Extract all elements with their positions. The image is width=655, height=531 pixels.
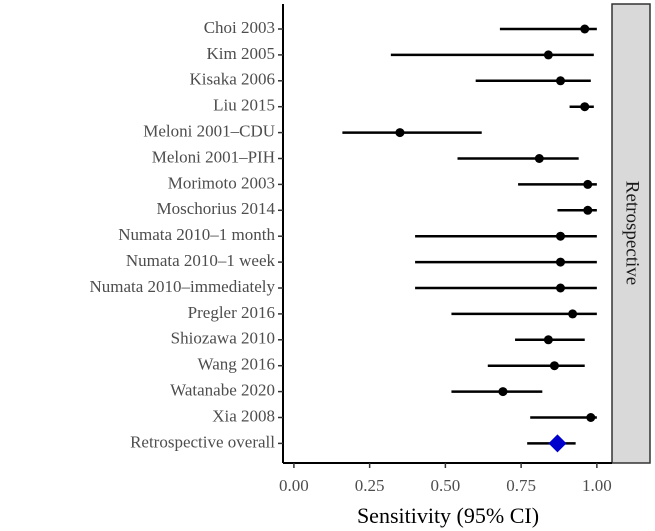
- point: [583, 205, 593, 215]
- point: [555, 231, 565, 241]
- y-tick-label: Morimoto 2003: [168, 173, 275, 192]
- x-tick-label: 1.00: [582, 476, 612, 495]
- x-tick-label: 0.50: [431, 476, 461, 495]
- y-tick-label: Numata 2010–1 week: [126, 251, 276, 270]
- y-tick-label: Retrospective overall: [130, 432, 275, 451]
- point: [395, 128, 405, 138]
- point: [555, 257, 565, 267]
- x-axis-title: Sensitivity (95% CI): [357, 503, 539, 528]
- y-tick-label: Watanabe 2020: [170, 381, 275, 400]
- y-tick-label: Shiozawa 2010: [171, 329, 275, 348]
- point: [549, 361, 559, 371]
- point: [498, 387, 508, 397]
- y-tick-label: Kisaka 2006: [190, 70, 275, 89]
- x-tick-label: 0.25: [355, 476, 385, 495]
- facet-strip: [611, 3, 651, 464]
- y-tick-label: Kim 2005: [207, 44, 275, 63]
- y-tick-label: Choi 2003: [204, 18, 275, 37]
- point: [534, 154, 544, 163]
- point: [583, 179, 593, 189]
- point: [543, 335, 553, 345]
- y-tick-label: Pregler 2016: [188, 303, 275, 322]
- y-tick-label: Liu 2015: [213, 96, 275, 115]
- y-tick-label: Numata 2010–immediately: [89, 277, 275, 296]
- y-tick-label: Numata 2010–1 month: [118, 225, 275, 244]
- y-tick-label: Xia 2008: [212, 406, 275, 425]
- y-tick-label: Wang 2016: [198, 355, 275, 374]
- point: [580, 102, 590, 112]
- facet-label: Retrospective: [622, 181, 643, 285]
- point: [543, 50, 553, 60]
- y-tick-label: Meloni 2001–CDU: [143, 122, 275, 141]
- point: [586, 413, 596, 422]
- overall-diamond: [548, 434, 567, 453]
- point: [568, 309, 578, 319]
- point: [580, 24, 590, 34]
- point: [555, 283, 565, 293]
- x-tick-label: 0.75: [506, 476, 536, 495]
- y-tick-label: Moschorius 2014: [156, 199, 275, 218]
- point: [555, 76, 565, 86]
- y-tick-label: Meloni 2001–PIH: [152, 147, 275, 166]
- x-tick-label: 0.00: [279, 476, 309, 495]
